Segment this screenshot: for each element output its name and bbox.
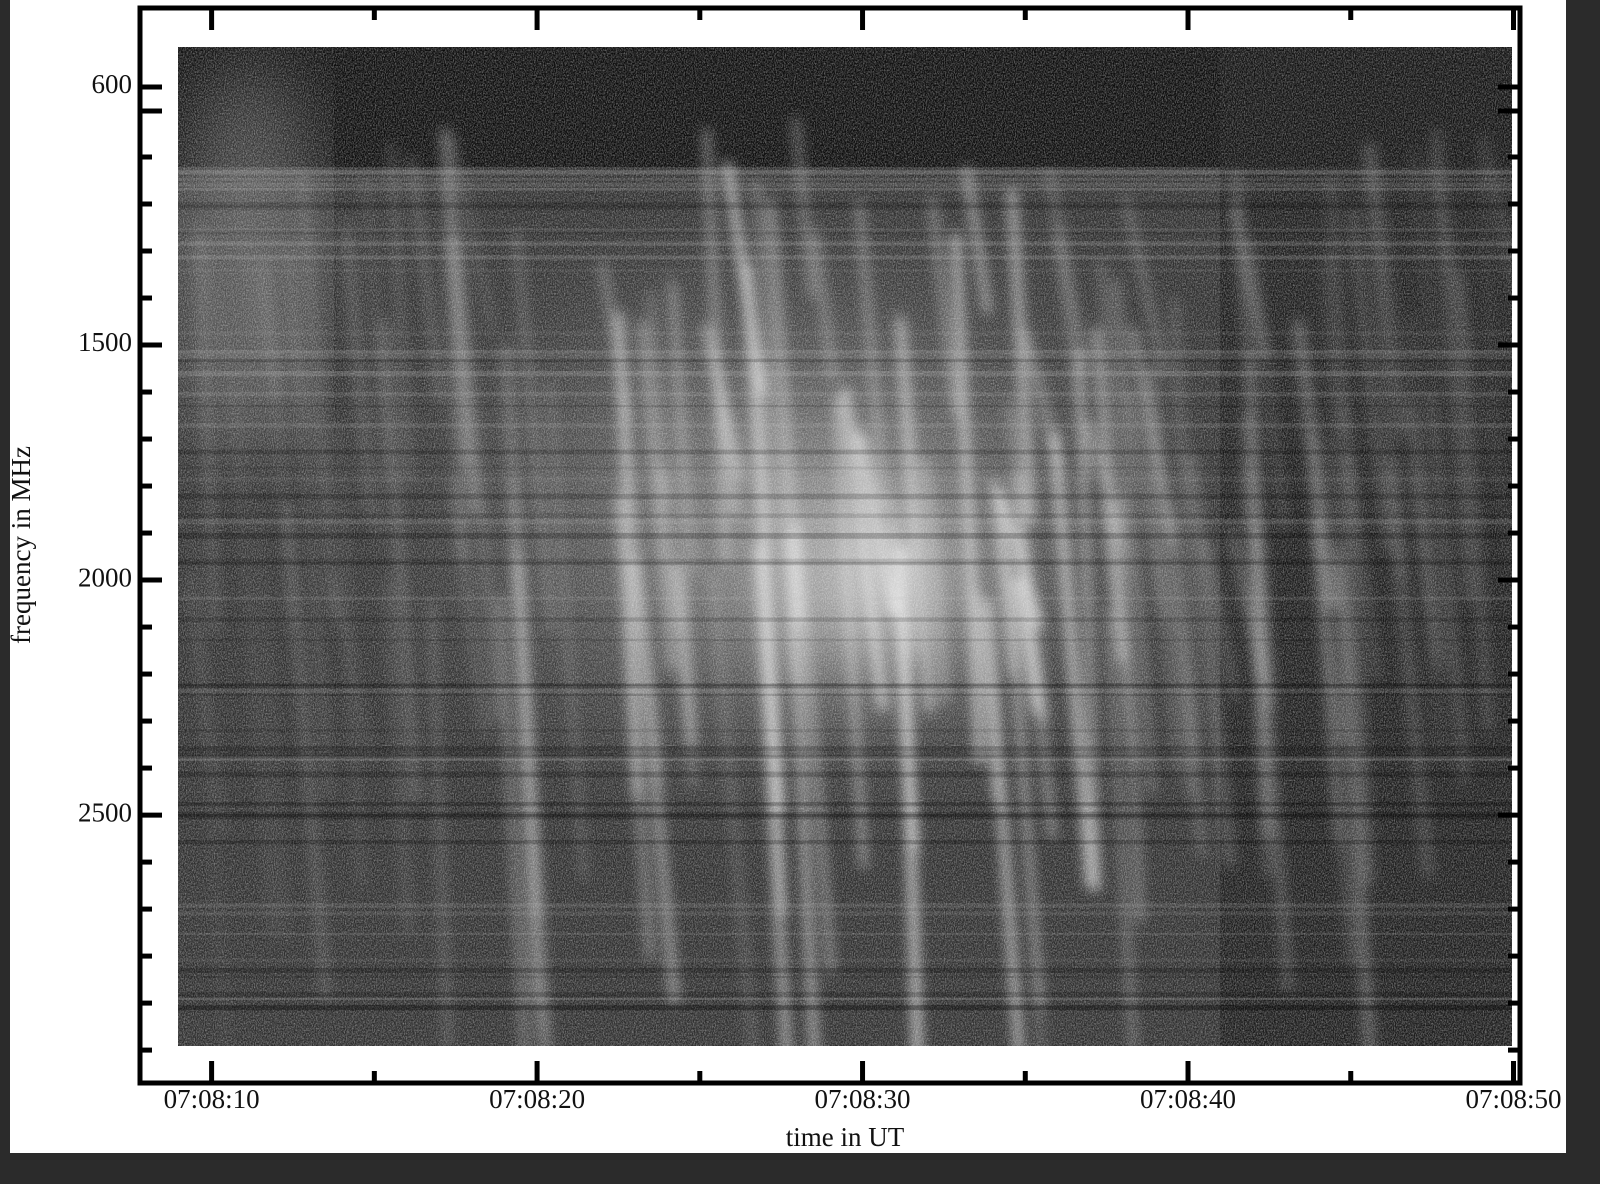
x-axis-label: time in UT — [786, 1122, 905, 1152]
band — [178, 758, 1512, 762]
x-tick-label: 07:08:10 — [164, 1084, 260, 1114]
band — [178, 684, 1512, 689]
band — [178, 911, 1512, 916]
band — [178, 997, 1512, 1001]
band — [178, 802, 1512, 806]
band — [178, 519, 1512, 525]
band — [178, 370, 1512, 377]
band — [178, 558, 1512, 564]
band — [178, 756, 1512, 761]
band — [178, 532, 1512, 539]
x-tick-label: 07:08:20 — [489, 1084, 585, 1114]
band — [178, 729, 1512, 733]
band — [178, 255, 1512, 260]
band — [178, 746, 1512, 752]
band — [178, 975, 1512, 979]
band — [178, 358, 1512, 363]
band — [178, 638, 1512, 642]
band — [178, 771, 1512, 778]
band — [178, 958, 1512, 963]
band — [178, 561, 1512, 566]
band — [178, 932, 1512, 936]
band — [178, 1004, 1512, 1011]
x-tick-label: 07:08:50 — [1465, 1084, 1561, 1114]
band — [178, 230, 1512, 235]
plot-frame — [137, 5, 1523, 1086]
band — [178, 688, 1512, 693]
band — [178, 177, 1512, 181]
band — [178, 596, 1512, 601]
band — [178, 693, 1512, 696]
band — [178, 243, 1512, 246]
band — [178, 423, 1512, 428]
band — [178, 170, 1512, 175]
band — [178, 182, 1512, 187]
band — [178, 404, 1512, 408]
band — [178, 683, 1512, 687]
band — [178, 755, 1512, 759]
band — [178, 353, 1512, 360]
band — [178, 802, 1512, 807]
y-axis-label: frequency in MHz — [6, 446, 36, 644]
band — [178, 241, 1512, 244]
band — [178, 814, 1512, 817]
y-tick-label: 2500 — [78, 797, 132, 827]
band — [178, 202, 1512, 208]
band — [178, 992, 1512, 998]
band — [178, 449, 1512, 455]
y-tick-label: 600 — [92, 69, 133, 99]
band — [178, 903, 1512, 908]
band — [178, 1005, 1512, 1010]
band — [178, 228, 1512, 232]
y-tick-label: 2000 — [78, 562, 132, 592]
x-tick-label: 07:08:30 — [815, 1084, 911, 1114]
spectrogram-image — [178, 47, 1512, 1046]
band — [178, 967, 1512, 973]
band — [178, 811, 1512, 816]
band — [178, 187, 1512, 191]
band — [178, 814, 1512, 820]
band — [178, 476, 1512, 482]
band — [178, 269, 1512, 272]
band — [178, 170, 1512, 176]
y-tick-label: 1500 — [78, 327, 132, 357]
band — [178, 331, 1512, 336]
band — [178, 840, 1512, 845]
band — [178, 466, 1512, 470]
band — [178, 617, 1512, 622]
x-tick-label: 07:08:40 — [1140, 1084, 1236, 1114]
band — [178, 350, 1512, 354]
band — [178, 751, 1512, 757]
band — [178, 205, 1512, 211]
band — [178, 513, 1512, 518]
band — [178, 493, 1512, 500]
band — [178, 391, 1512, 397]
